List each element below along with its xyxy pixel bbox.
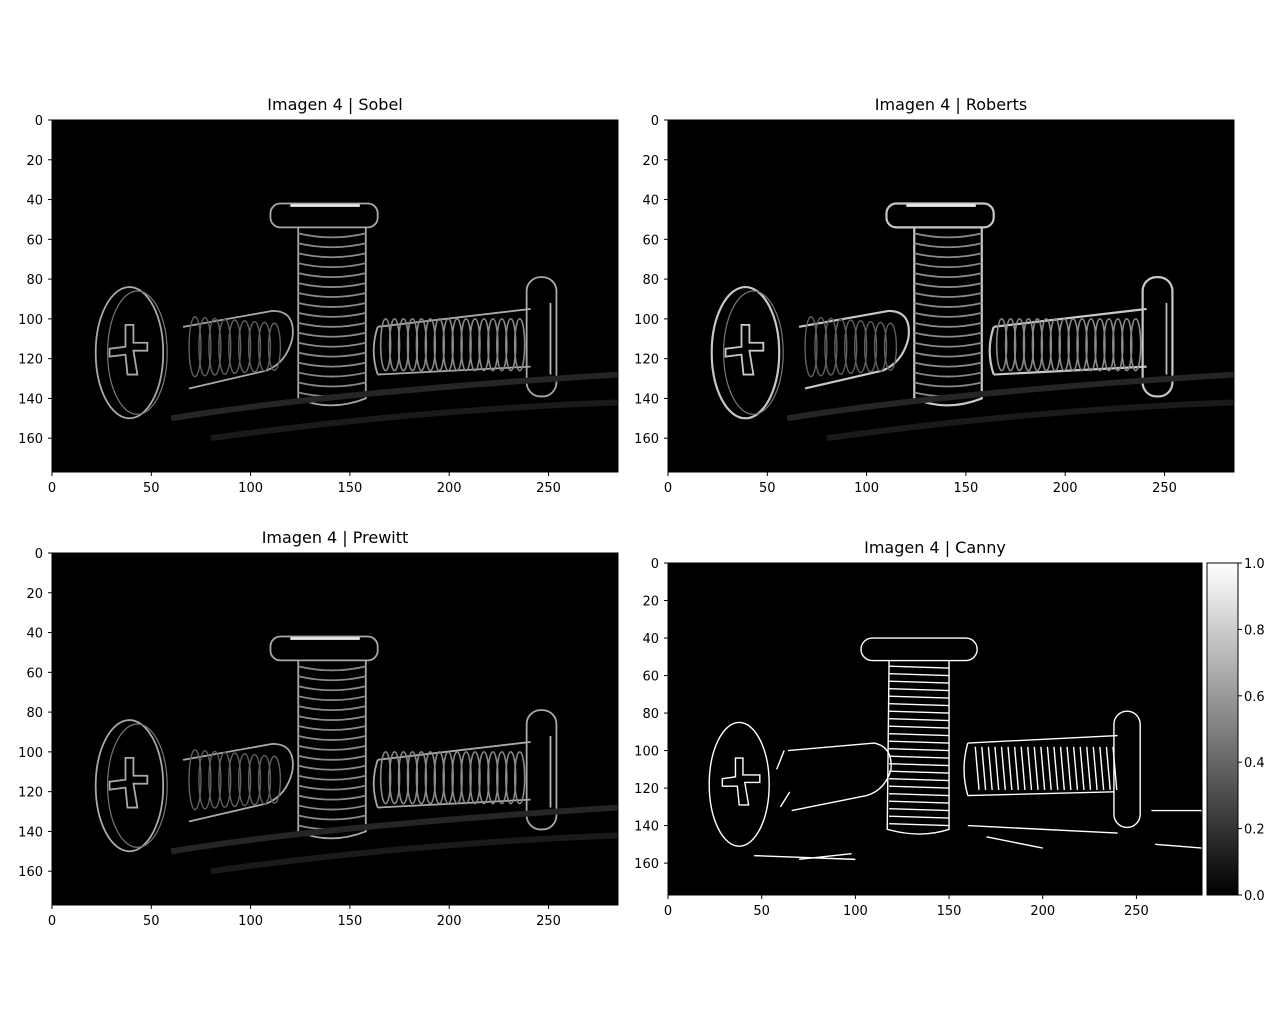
y-tick-label: 140 [634, 820, 659, 835]
y-tick-label: 40 [26, 627, 43, 642]
x-tick-label: 250 [536, 914, 561, 929]
panel-title: Imagen 4 | Prewitt [262, 528, 409, 547]
y-tick-label: 160 [18, 432, 43, 447]
x-tick-label: 150 [337, 914, 362, 929]
y-tick-label: 80 [642, 273, 659, 288]
y-tick-label: 20 [26, 154, 43, 169]
y-tick-label: 80 [26, 273, 43, 288]
y-tick-label: 60 [642, 670, 659, 685]
y-tick-label: 20 [642, 595, 659, 610]
y-tick-label: 20 [642, 154, 659, 169]
colorbar-tick-label: 1.0 [1244, 557, 1265, 572]
x-tick-label: 0 [664, 481, 672, 496]
x-tick-label: 0 [48, 481, 56, 496]
y-tick-label: 140 [18, 392, 43, 407]
x-tick-label: 50 [143, 481, 160, 496]
y-tick-label: 60 [26, 233, 43, 248]
y-tick-label: 80 [642, 707, 659, 722]
x-tick-label: 250 [536, 481, 561, 496]
x-tick-label: 250 [1124, 904, 1149, 919]
y-tick-label: 60 [642, 233, 659, 248]
panel-title: Imagen 4 | Canny [864, 538, 1006, 557]
y-tick-label: 100 [634, 745, 659, 760]
x-tick-label: 50 [759, 481, 776, 496]
axes-frame [667, 562, 1203, 896]
axes-frame [667, 119, 1235, 473]
colorbar-tick-label: 0.0 [1244, 889, 1265, 904]
x-tick-label: 100 [238, 914, 263, 929]
y-tick-label: 120 [634, 353, 659, 368]
panel-3: Imagen 4 | Canny 0 50 100 150 200 250 0 20 40 60 80… [634, 538, 1265, 919]
y-tick-label: 0 [651, 114, 659, 129]
x-tick-label: 200 [1053, 481, 1078, 496]
panel-1: Imagen 4 | Roberts 0 50 100 150 200 250 0 20 40 60… [634, 95, 1235, 496]
edge-image [668, 563, 1203, 895]
colorbar-frame [1206, 562, 1239, 896]
colorbar-tick-label: 0.4 [1244, 756, 1265, 771]
x-tick-label: 0 [48, 914, 56, 929]
y-tick-label: 160 [18, 865, 43, 880]
y-tick-label: 40 [642, 194, 659, 209]
panel-title: Imagen 4 | Sobel [267, 95, 402, 114]
colorbar-tick-label: 0.8 [1244, 623, 1265, 638]
x-tick-label: 100 [854, 481, 879, 496]
y-tick-label: 100 [18, 313, 43, 328]
x-tick-label: 0 [664, 904, 672, 919]
edge-image [668, 120, 1235, 472]
y-tick-label: 0 [35, 114, 43, 129]
x-tick-label: 200 [437, 481, 462, 496]
x-tick-label: 100 [238, 481, 263, 496]
axes-frame [51, 552, 619, 906]
y-tick-label: 40 [26, 194, 43, 209]
y-tick-label: 120 [18, 353, 43, 368]
y-tick-label: 100 [634, 313, 659, 328]
colorbar-tick-label: 0.2 [1244, 823, 1265, 838]
axes-frame [51, 119, 619, 473]
panel-0: Imagen 4 | Sobel 0 50 100 150 200 250 0 20 40 60 80… [18, 95, 619, 496]
y-tick-label: 100 [18, 746, 43, 761]
y-tick-label: 160 [634, 857, 659, 872]
edge-image [52, 553, 619, 905]
x-tick-label: 50 [753, 904, 770, 919]
panel-title: Imagen 4 | Roberts [875, 95, 1027, 114]
colorbar-gradient [1207, 563, 1238, 895]
y-tick-label: 80 [26, 706, 43, 721]
y-tick-label: 120 [634, 782, 659, 797]
y-tick-label: 20 [26, 587, 43, 602]
y-tick-label: 140 [18, 825, 43, 840]
edge-image [52, 120, 619, 472]
y-tick-label: 120 [18, 786, 43, 801]
colorbar-tick-label: 0.6 [1244, 690, 1265, 705]
y-tick-label: 160 [634, 432, 659, 447]
y-tick-label: 0 [651, 557, 659, 572]
y-tick-label: 140 [634, 392, 659, 407]
y-tick-label: 60 [26, 666, 43, 681]
x-tick-label: 100 [843, 904, 868, 919]
x-tick-label: 150 [953, 481, 978, 496]
x-tick-label: 200 [437, 914, 462, 929]
x-tick-label: 150 [937, 904, 962, 919]
x-tick-label: 50 [143, 914, 160, 929]
x-tick-label: 150 [337, 481, 362, 496]
panel-2: Imagen 4 | Prewitt 0 50 100 150 200 250 0 20 40 60… [18, 528, 619, 929]
x-tick-label: 200 [1030, 904, 1055, 919]
colorbar: 0.0 0.2 0.4 0.6 0.8 1.0 [1206, 557, 1265, 904]
x-tick-label: 250 [1152, 481, 1177, 496]
y-tick-label: 0 [35, 547, 43, 562]
y-tick-label: 40 [642, 632, 659, 647]
